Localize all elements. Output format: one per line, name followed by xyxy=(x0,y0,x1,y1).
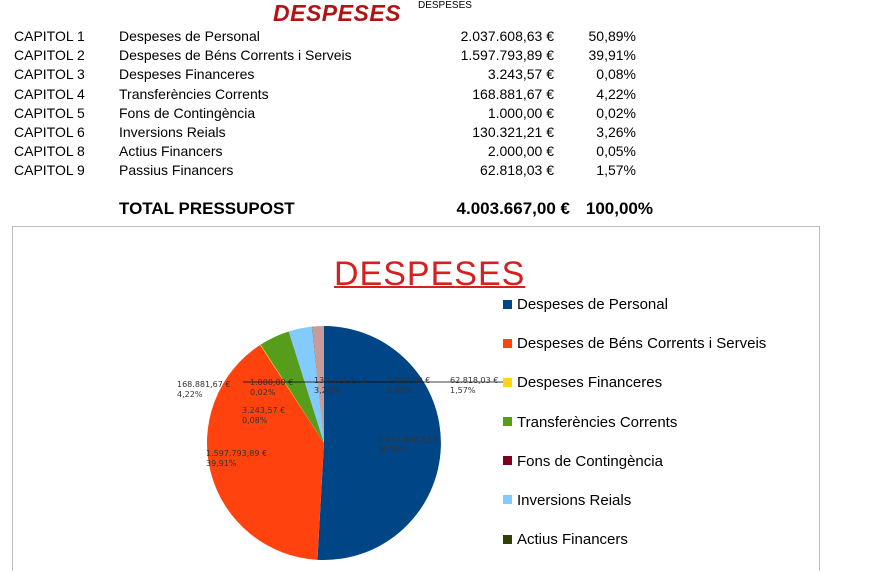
capitol-amount: 1.597.793,89 € xyxy=(460,47,554,64)
page-subtitle: DESPESES xyxy=(418,0,472,11)
capitol-percent: 3,26% xyxy=(596,123,636,140)
page-title: DESPESES xyxy=(273,0,401,26)
capitol-description: Passius Financers xyxy=(119,162,234,179)
slice-value-label: 2.037.608,63 € xyxy=(378,435,439,444)
legend-swatch xyxy=(503,417,512,427)
pie-chart: 2.037.608,63 €50,89% 1.597.793,89 €39,91%… xyxy=(177,326,511,560)
legend-label: Inversions Reials xyxy=(517,491,632,509)
legend-entry: Inversions Reials xyxy=(503,491,766,530)
slice-percent-label: 0,05% xyxy=(387,386,413,395)
legend-entry: Despeses de Béns Corrents i Serveis xyxy=(503,334,766,373)
capitol-label: CAPITOL 9 xyxy=(14,162,85,179)
pie-slice xyxy=(206,345,324,560)
legend-entry: Actius Financers xyxy=(503,530,766,569)
legend-swatch xyxy=(503,299,512,309)
pie-slice xyxy=(317,326,441,560)
slice-percent-label: 1,57% xyxy=(450,386,476,395)
legend-entry: Despeses de Personal xyxy=(503,295,766,334)
chart-title: DESPESES xyxy=(334,255,526,293)
capitol-percent: 4,22% xyxy=(596,85,636,102)
slice-percent-label: 0,02% xyxy=(250,388,276,397)
slice-value-label: 62.818,03 € xyxy=(450,376,498,385)
legend-swatch xyxy=(503,456,512,466)
slice-percent-label: 0,08% xyxy=(242,416,268,425)
capitol-description: Despeses Financeres xyxy=(119,66,255,83)
capitol-amount: 2.000,00 € xyxy=(487,143,554,160)
total-percent: 100,00% xyxy=(585,199,653,218)
capitol-description: Transferències Corrents xyxy=(119,85,269,102)
capitol-percent: 50,89% xyxy=(588,28,636,44)
slice-value-label: 168.881,67 € xyxy=(177,380,230,389)
capitol-amount: 3.243,57 € xyxy=(487,66,554,83)
pie-slice xyxy=(288,326,324,443)
capitol-percent: 0,08% xyxy=(596,66,636,83)
capitol-description: Fons de Contingència xyxy=(119,104,256,121)
slice-percent-label: 39,91% xyxy=(206,459,237,468)
slice-value-label: 3.243,57 € xyxy=(242,406,285,415)
slice-percent-label: 4,22% xyxy=(177,390,203,399)
pie-slice xyxy=(312,326,324,443)
pie-slice xyxy=(288,331,324,443)
legend-label: Transferències Corrents xyxy=(517,413,678,431)
capitol-label: CAPITOL 1 xyxy=(14,28,85,44)
legend-swatch xyxy=(503,338,512,348)
legend-swatch xyxy=(503,377,512,387)
total-row: TOTAL PRESSUPOST 4.003.667,00 € 100,00% xyxy=(14,198,714,220)
slice-value-label: 1.000,00 € xyxy=(250,378,293,387)
legend-label: Fons de Contingència xyxy=(517,452,663,470)
capitol-percent: 0,02% xyxy=(596,104,636,121)
legend-label: Despeses Financeres xyxy=(517,374,663,392)
capitol-description: Despeses de Personal xyxy=(119,28,260,44)
legend-label: Despeses de Personal xyxy=(517,296,668,313)
legend-label: Despeses de Béns Corrents i Serveis xyxy=(517,335,767,353)
slice-percent-label: 3,26% xyxy=(314,386,340,395)
legend-entry: Despeses Financeres xyxy=(503,373,766,412)
slice-value-label: 130.321,21 € xyxy=(314,376,367,385)
capitol-label: CAPITOL 2 xyxy=(14,47,85,64)
capitol-label: CAPITOL 4 xyxy=(14,85,85,102)
capitol-description: Despeses de Béns Corrents i Serveis xyxy=(119,47,352,64)
slice-percent-label: 50,89% xyxy=(378,445,409,454)
capitol-amount: 62.818,03 € xyxy=(480,162,554,179)
legend-entry: Transferències Corrents xyxy=(503,413,766,452)
capitol-amount: 130.321,21 € xyxy=(472,123,554,140)
chart-panel: DESPESES 2.037.608,63 €50,89% 1.597.793,8… xyxy=(12,226,820,571)
capitol-label: CAPITOL 5 xyxy=(14,104,85,121)
total-amount: 4.003.667,00 € xyxy=(456,199,570,218)
capitol-description: Inversions Reials xyxy=(119,123,226,140)
pie-slice xyxy=(260,331,324,443)
capitol-label: CAPITOL 6 xyxy=(14,123,85,140)
capitol-percent: 1,57% xyxy=(596,162,636,179)
capitol-description: Actius Financers xyxy=(119,143,223,160)
legend-swatch xyxy=(503,495,512,505)
legend-entry: Fons de Contingència xyxy=(503,452,766,491)
capitol-percent: 39,91% xyxy=(588,47,636,64)
capitol-label: CAPITOL 3 xyxy=(14,66,85,83)
pie-slice xyxy=(260,344,324,443)
legend-swatch xyxy=(503,534,512,544)
legend-label: Actius Financers xyxy=(517,531,628,549)
total-label: TOTAL PRESSUPOST xyxy=(119,199,295,218)
capitol-amount: 1.000,00 € xyxy=(487,104,554,121)
slice-value-label: 2.000,00 € xyxy=(387,376,430,385)
pie-slice xyxy=(312,326,324,443)
chart-legend: Despeses de Personal Despeses de Béns Cor… xyxy=(503,295,766,569)
capitol-amount: 168.881,67 € xyxy=(472,85,554,102)
capitol-amount: 2.037.608,63 € xyxy=(460,28,554,44)
capitol-percent: 0,05% xyxy=(596,143,636,160)
slice-value-label: 1.597.793,89 € xyxy=(206,449,267,458)
capitol-label: CAPITOL 8 xyxy=(14,143,85,160)
